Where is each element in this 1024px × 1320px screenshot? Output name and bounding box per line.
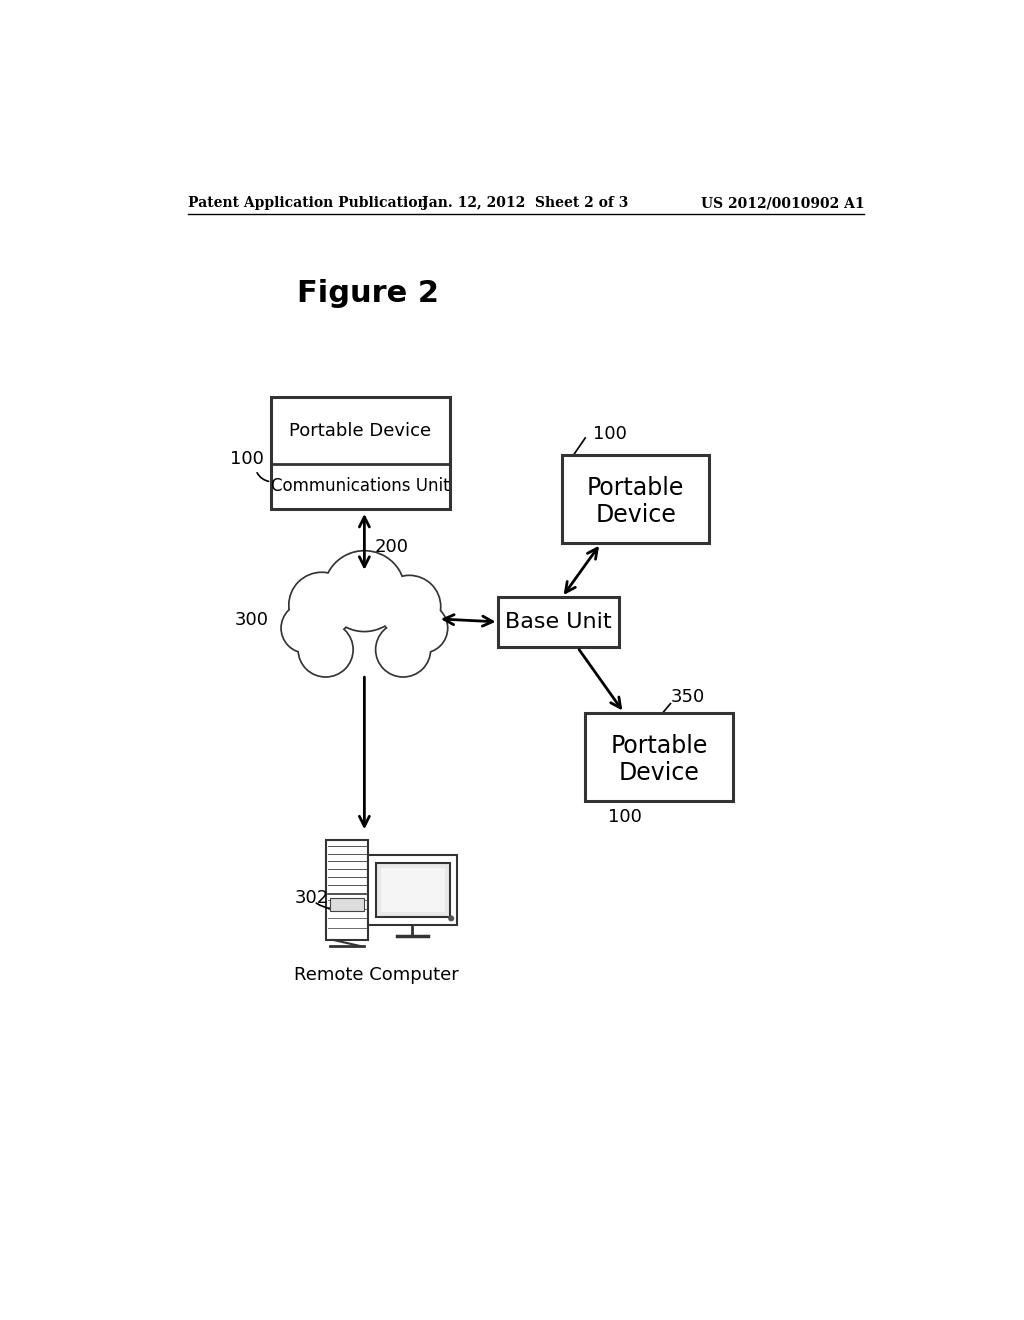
Circle shape <box>324 552 404 631</box>
Bar <box>326 840 369 940</box>
Text: Figure 2: Figure 2 <box>297 279 439 308</box>
Text: Patent Application Publication: Patent Application Publication <box>188 197 428 210</box>
Bar <box>499 597 618 647</box>
Text: US 2012/0010902 A1: US 2012/0010902 A1 <box>700 197 864 210</box>
Circle shape <box>449 916 454 921</box>
Text: Portable: Portable <box>610 734 708 759</box>
Text: Jan. 12, 2012  Sheet 2 of 3: Jan. 12, 2012 Sheet 2 of 3 <box>422 197 628 210</box>
Bar <box>271 397 450 508</box>
Circle shape <box>291 574 353 636</box>
Text: 302: 302 <box>295 888 329 907</box>
Text: 100: 100 <box>593 425 627 444</box>
Bar <box>376 863 450 917</box>
Bar <box>330 898 365 911</box>
Circle shape <box>300 624 351 676</box>
Circle shape <box>326 552 403 630</box>
Bar <box>586 713 732 801</box>
Circle shape <box>397 603 447 653</box>
Text: 350: 350 <box>671 689 705 706</box>
Bar <box>369 855 458 924</box>
Circle shape <box>289 573 354 638</box>
Circle shape <box>377 624 429 676</box>
Text: 300: 300 <box>234 611 269 630</box>
Circle shape <box>378 576 440 638</box>
Circle shape <box>282 603 331 653</box>
Text: Device: Device <box>595 503 676 527</box>
Text: 200: 200 <box>375 539 409 556</box>
Text: Portable: Portable <box>587 477 684 500</box>
Text: Remote Computer: Remote Computer <box>294 966 459 983</box>
Text: Portable Device: Portable Device <box>290 421 431 440</box>
Bar <box>381 867 445 912</box>
Text: Device: Device <box>618 762 699 785</box>
Text: 100: 100 <box>608 808 642 826</box>
Circle shape <box>299 623 352 677</box>
Circle shape <box>380 577 439 636</box>
Bar <box>562 455 710 544</box>
Text: Base Unit: Base Unit <box>505 612 611 632</box>
Circle shape <box>376 623 430 677</box>
Text: 100: 100 <box>230 450 264 467</box>
Circle shape <box>283 605 330 652</box>
Text: Communications Unit: Communications Unit <box>271 478 450 495</box>
Circle shape <box>399 605 446 652</box>
